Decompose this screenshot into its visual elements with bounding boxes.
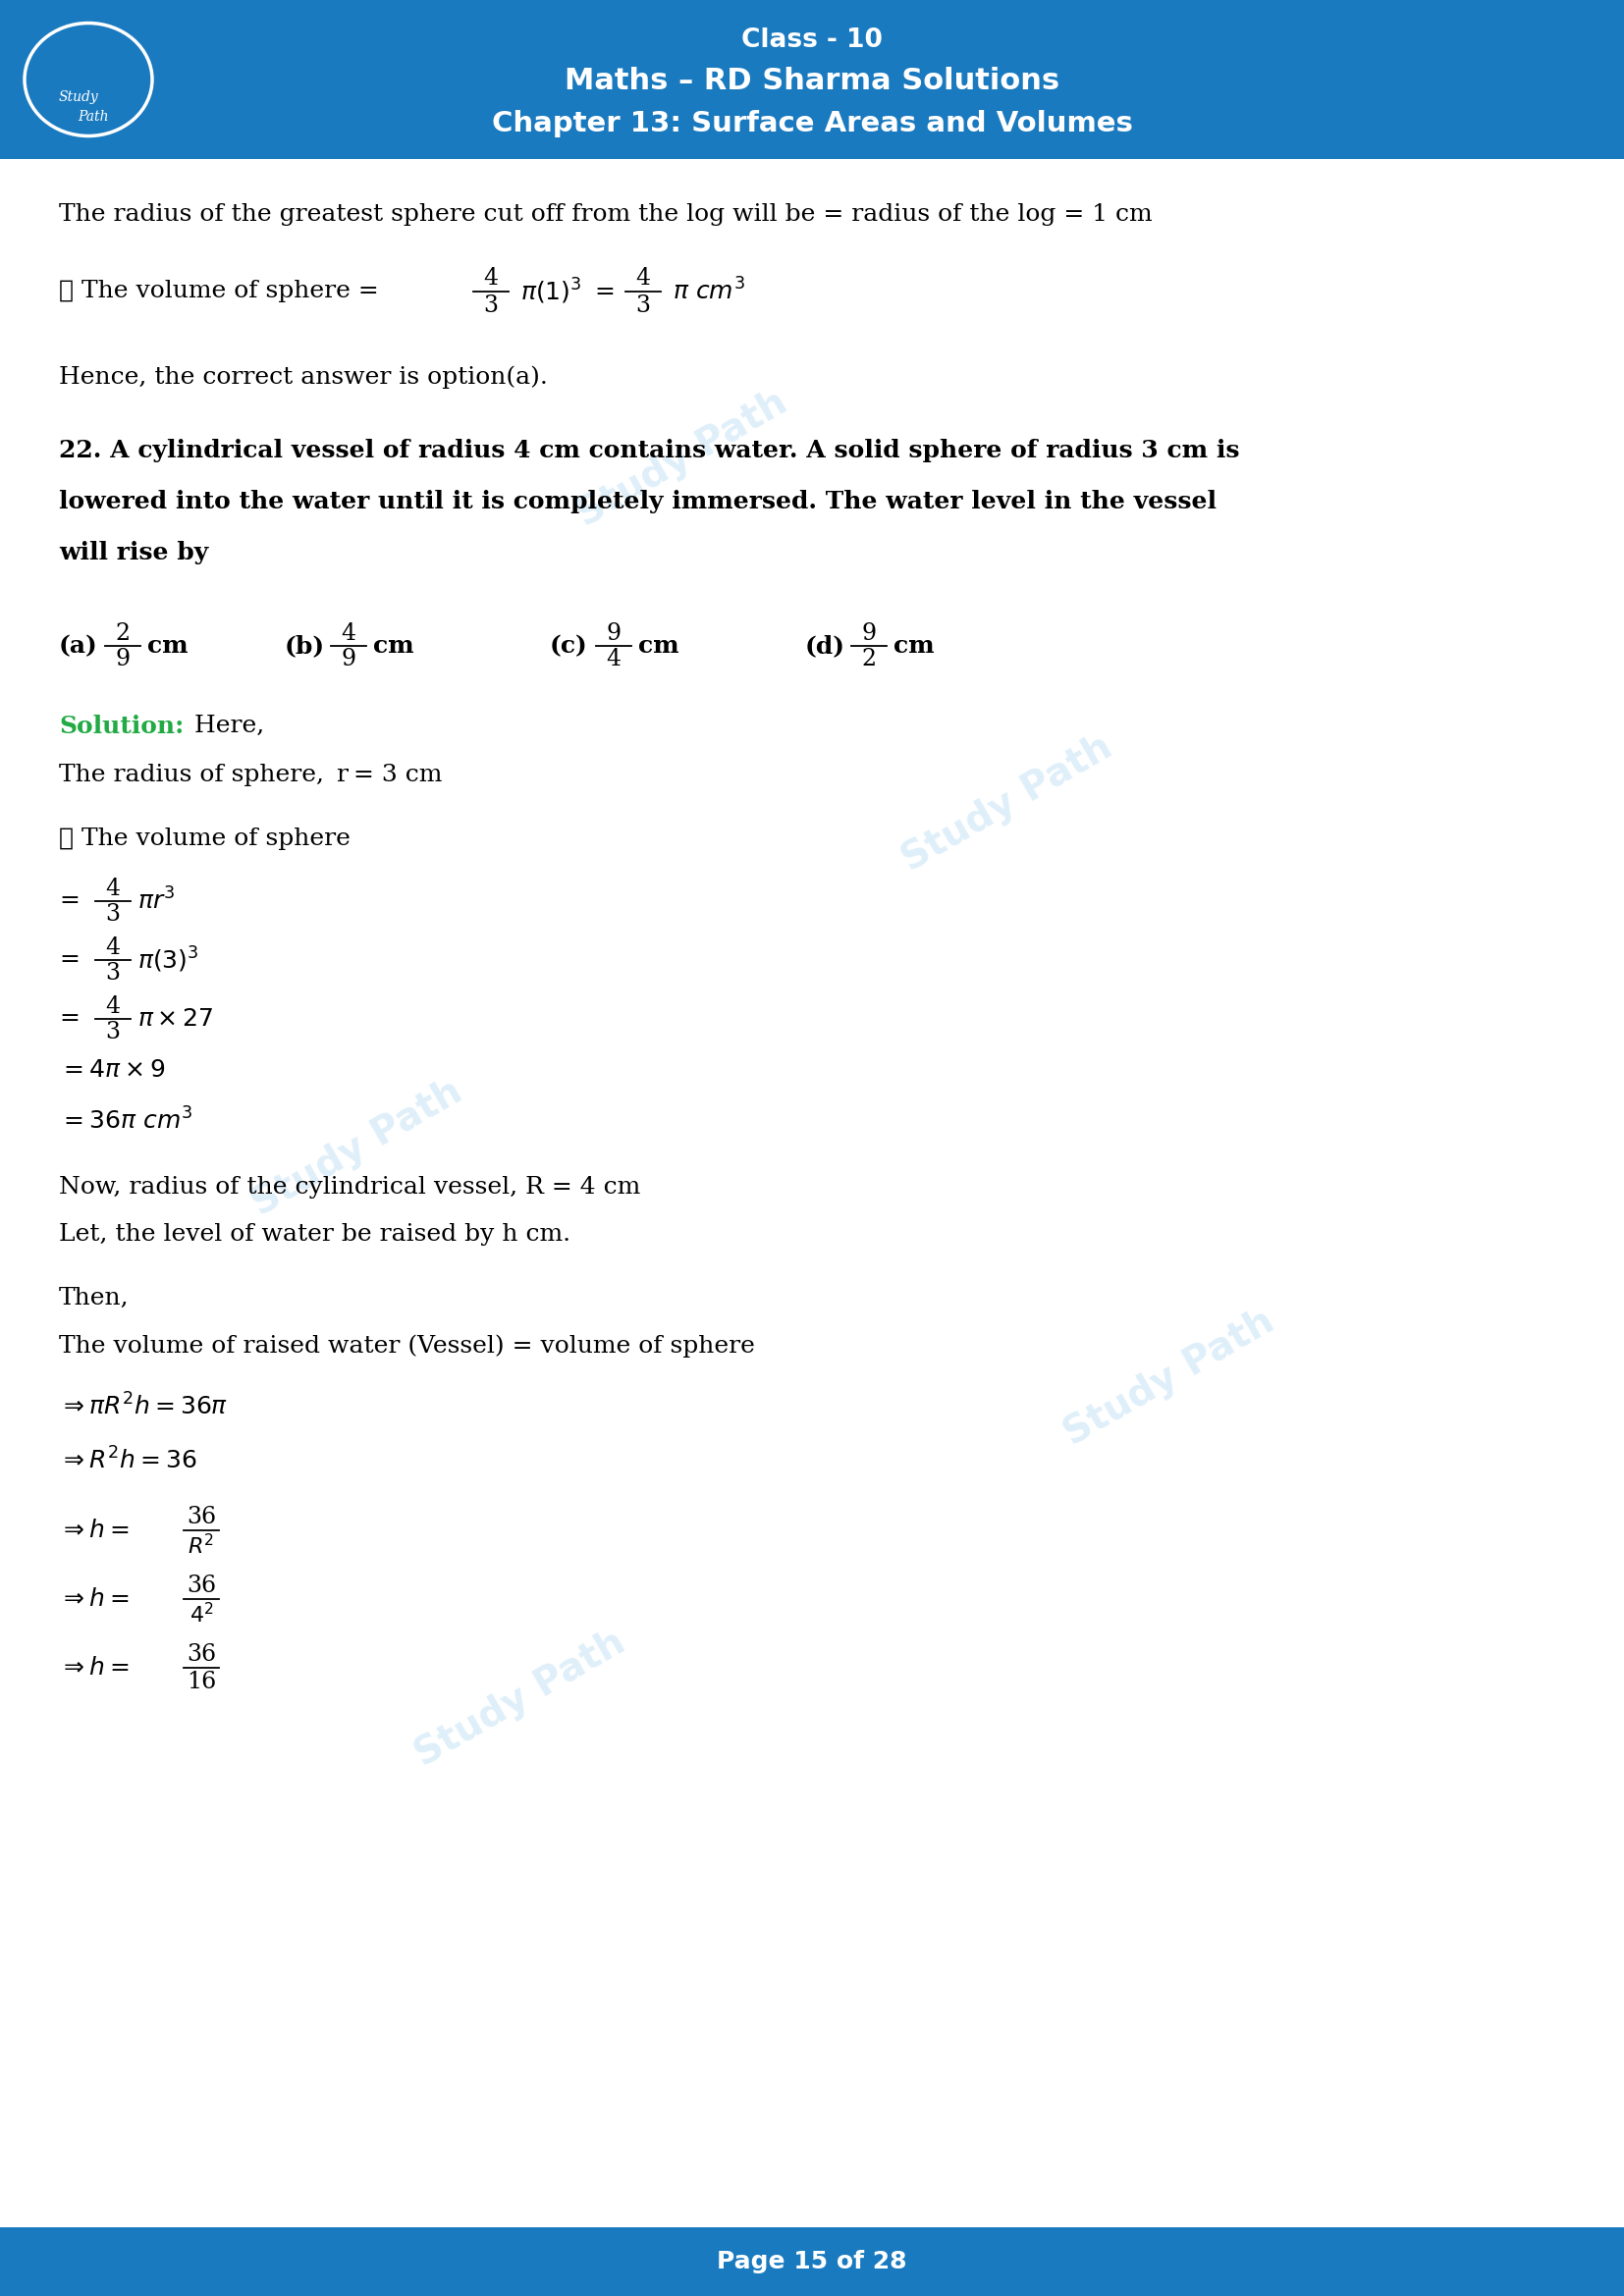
Text: =: = bbox=[58, 1008, 80, 1031]
Text: $\Rightarrow h =$: $\Rightarrow h =$ bbox=[58, 1518, 130, 1543]
Text: 2: 2 bbox=[861, 647, 877, 670]
Text: =: = bbox=[594, 280, 614, 303]
Text: 3: 3 bbox=[484, 294, 499, 317]
Text: Here,: Here, bbox=[187, 714, 265, 737]
Text: 3: 3 bbox=[106, 962, 120, 985]
Text: $\Rightarrow \pi R^2 h = 36\pi$: $\Rightarrow \pi R^2 h = 36\pi$ bbox=[58, 1394, 227, 1419]
Text: 9: 9 bbox=[115, 647, 130, 670]
Text: cm: cm bbox=[893, 634, 934, 657]
Text: 4: 4 bbox=[106, 994, 120, 1017]
Bar bbox=[0, 2227, 1624, 2296]
Text: $\pi(1)^3$: $\pi(1)^3$ bbox=[520, 278, 581, 305]
Text: 9: 9 bbox=[341, 647, 356, 670]
Text: 4: 4 bbox=[606, 647, 620, 670]
Text: 3: 3 bbox=[106, 1022, 120, 1045]
Text: Class - 10: Class - 10 bbox=[742, 28, 882, 53]
Text: Chapter 13: Surface Areas and Volumes: Chapter 13: Surface Areas and Volumes bbox=[492, 110, 1132, 138]
Text: $\pi\ cm^3$: $\pi\ cm^3$ bbox=[672, 278, 745, 305]
Text: cm: cm bbox=[148, 634, 188, 657]
Text: 3: 3 bbox=[635, 294, 651, 317]
Text: 9: 9 bbox=[861, 622, 877, 645]
Text: (b): (b) bbox=[284, 634, 325, 657]
Text: Study Path: Study Path bbox=[1057, 1302, 1281, 1453]
Text: 9: 9 bbox=[606, 622, 620, 645]
Text: Study Path: Study Path bbox=[895, 728, 1119, 879]
Text: (c): (c) bbox=[551, 634, 588, 657]
Text: (d): (d) bbox=[806, 634, 846, 657]
Text: 36: 36 bbox=[187, 1644, 216, 1667]
Text: $4^2$: $4^2$ bbox=[190, 1603, 213, 1628]
Text: 22. A cylindrical vessel of radius 4 cm contains water. A solid sphere of radius: 22. A cylindrical vessel of radius 4 cm … bbox=[58, 439, 1239, 461]
Text: $= 4\pi \times 9$: $= 4\pi \times 9$ bbox=[58, 1058, 166, 1081]
Text: 16: 16 bbox=[187, 1669, 216, 1692]
Text: 4: 4 bbox=[635, 269, 651, 289]
Text: The radius of sphere,  r = 3 cm: The radius of sphere, r = 3 cm bbox=[58, 765, 442, 785]
Text: Study: Study bbox=[58, 90, 99, 103]
Text: $\pi r^3$: $\pi r^3$ bbox=[138, 889, 175, 914]
Text: ∴ The volume of sphere =: ∴ The volume of sphere = bbox=[58, 280, 378, 303]
Text: Solution:: Solution: bbox=[58, 714, 184, 739]
Text: 36: 36 bbox=[187, 1575, 216, 1598]
Text: lowered into the water until it is completely immersed. The water level in the v: lowered into the water until it is compl… bbox=[58, 489, 1216, 514]
Text: Study Path: Study Path bbox=[245, 1072, 469, 1224]
Text: $\Rightarrow h =$: $\Rightarrow h =$ bbox=[58, 1587, 130, 1612]
Text: $\pi \times 27$: $\pi \times 27$ bbox=[138, 1008, 213, 1031]
Text: (a): (a) bbox=[58, 634, 97, 657]
Text: Now, radius of the cylindrical vessel, R = 4 cm: Now, radius of the cylindrical vessel, R… bbox=[58, 1176, 640, 1199]
Text: =: = bbox=[58, 948, 80, 971]
Text: $\Rightarrow h =$: $\Rightarrow h =$ bbox=[58, 1655, 130, 1681]
Text: Study Path: Study Path bbox=[408, 1623, 632, 1775]
Text: $\pi(3)^3$: $\pi(3)^3$ bbox=[138, 946, 198, 976]
Text: $\Rightarrow R^2 h = 36$: $\Rightarrow R^2 h = 36$ bbox=[58, 1446, 197, 1474]
Text: $= 36\pi\ cm^3$: $= 36\pi\ cm^3$ bbox=[58, 1107, 193, 1134]
Text: Maths – RD Sharma Solutions: Maths – RD Sharma Solutions bbox=[565, 67, 1059, 94]
Text: 2: 2 bbox=[115, 622, 130, 645]
Bar bbox=[0, 0, 1624, 158]
Text: 4: 4 bbox=[484, 269, 499, 289]
Text: will rise by: will rise by bbox=[58, 542, 208, 565]
Text: cm: cm bbox=[374, 634, 414, 657]
Text: 4: 4 bbox=[106, 877, 120, 900]
Text: The volume of raised water (Vessel) = volume of sphere: The volume of raised water (Vessel) = vo… bbox=[58, 1334, 755, 1357]
Text: cm: cm bbox=[638, 634, 679, 657]
Ellipse shape bbox=[24, 23, 153, 135]
Text: =: = bbox=[58, 891, 80, 912]
Text: Hence, the correct answer is option(a).: Hence, the correct answer is option(a). bbox=[58, 365, 547, 388]
Text: 3: 3 bbox=[106, 905, 120, 925]
Text: Study Path: Study Path bbox=[570, 383, 794, 535]
Text: 4: 4 bbox=[341, 622, 356, 645]
Text: $R^2$: $R^2$ bbox=[188, 1534, 214, 1559]
Text: The radius of the greatest sphere cut off from the log will be = radius of the l: The radius of the greatest sphere cut of… bbox=[58, 202, 1153, 225]
Text: Let, the level of water be raised by h cm.: Let, the level of water be raised by h c… bbox=[58, 1224, 570, 1247]
Text: Then,: Then, bbox=[58, 1286, 130, 1309]
Text: ∴ The volume of sphere: ∴ The volume of sphere bbox=[58, 827, 351, 850]
Text: Path: Path bbox=[78, 110, 109, 124]
Text: 36: 36 bbox=[187, 1506, 216, 1529]
Text: 4: 4 bbox=[106, 937, 120, 957]
Text: Page 15 of 28: Page 15 of 28 bbox=[718, 2250, 906, 2273]
